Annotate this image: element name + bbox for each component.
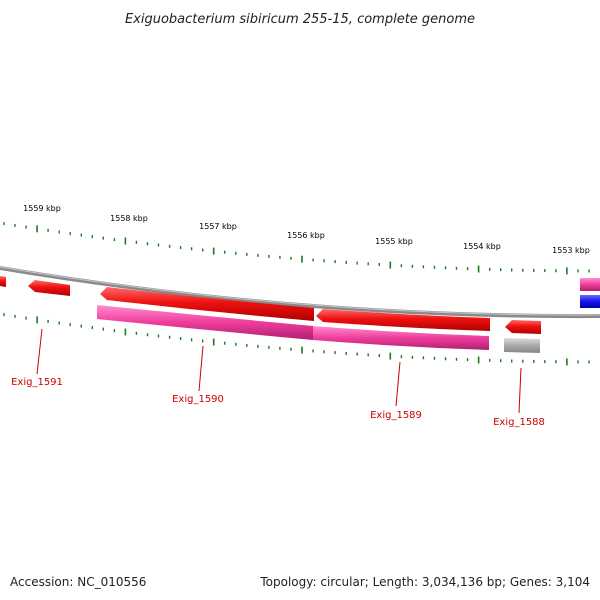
inner-tick-ring (3, 313, 590, 366)
gene-red-4[interactable] (316, 309, 490, 331)
kbp-label-1558: 1558 kbp (110, 214, 148, 223)
gene-label-exig-1590[interactable]: Exig_1590 (172, 394, 224, 405)
leader-exig-1591 (36, 328, 43, 375)
gene-red-1[interactable] (0, 276, 6, 287)
cds-gray-1[interactable] (504, 338, 540, 353)
gene-label-exig-1591[interactable]: Exig_1591 (11, 377, 63, 388)
kbp-label-1556: 1556 kbp (287, 231, 325, 240)
kbp-label-1553: 1553 kbp (552, 246, 590, 255)
leader-exig-1590 (198, 345, 204, 392)
gene-label-exig-1589[interactable]: Exig_1589 (370, 410, 422, 421)
gene-red-2[interactable] (28, 280, 70, 296)
genome-backbone-highlight (0, 266, 600, 316)
map-title: Exiguobacterium sibiricum 255-15, comple… (125, 12, 475, 27)
cds-pink-1[interactable] (97, 305, 313, 340)
genome-summary-text: Topology: circular; Length: 3,034,136 bp… (260, 575, 590, 589)
kbp-label-1554: 1554 kbp (463, 242, 501, 251)
gene-label-exig-1588[interactable]: Exig_1588 (493, 417, 545, 428)
cds-pink-2[interactable] (313, 326, 489, 350)
gene-red-5[interactable] (505, 320, 541, 334)
kbp-label-1555: 1555 kbp (375, 237, 413, 246)
gene-red-3[interactable] (100, 287, 314, 321)
genome-backbone (0, 266, 600, 319)
accession-text: Accession: NC_010556 (10, 575, 147, 589)
outer-tick-ring (3, 222, 590, 275)
gene-blue-edge[interactable] (580, 295, 600, 308)
kbp-label-1559: 1559 kbp (23, 204, 61, 213)
gene-pink-edge[interactable] (580, 278, 600, 291)
leader-exig-1588 (518, 367, 522, 414)
leader-exig-1589 (395, 361, 401, 407)
kbp-label-1557: 1557 kbp (199, 222, 237, 231)
